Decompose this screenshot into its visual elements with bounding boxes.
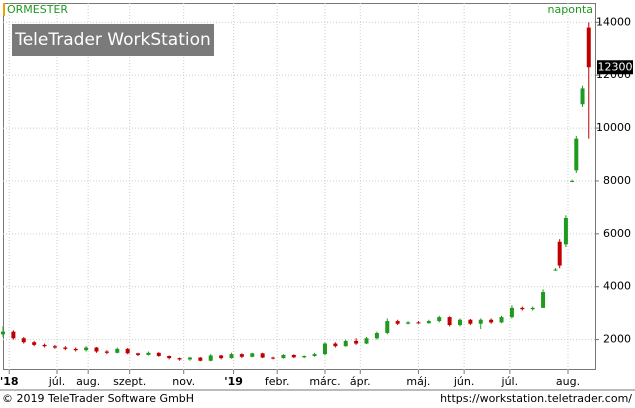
title-marker — [3, 3, 5, 16]
watermark: TeleTrader WorkStation — [14, 30, 211, 50]
candle-body — [416, 322, 421, 324]
x-tick-label: ápr. — [350, 375, 371, 388]
candle-body — [312, 354, 317, 356]
x-tick-label: '18 — [0, 375, 19, 388]
watermark-box — [12, 24, 214, 56]
candle-body — [63, 347, 68, 349]
x-tick-label: '19 — [224, 375, 243, 388]
candle-body — [580, 88, 585, 105]
candle-body — [478, 319, 483, 324]
candle-body — [250, 353, 255, 357]
candle-body — [281, 354, 286, 359]
candle-body — [457, 319, 462, 326]
x-tick-label: jún. — [453, 375, 475, 388]
y-tick-label: 14000 — [596, 15, 631, 28]
candle-body — [11, 331, 16, 339]
candle-body — [343, 340, 348, 347]
candle-body — [322, 343, 327, 355]
candle-body — [219, 355, 224, 359]
candle-body — [530, 307, 535, 310]
candle-body — [94, 347, 99, 352]
period: naponta — [548, 3, 593, 16]
candle-body — [32, 342, 37, 345]
candle-body — [115, 348, 120, 353]
candle-body — [291, 354, 296, 358]
candle-body — [302, 355, 307, 358]
chart-title: ORMESTER — [7, 3, 68, 16]
candle-body — [1, 331, 5, 335]
candle-body — [198, 357, 203, 361]
candle-body — [73, 348, 78, 351]
candle-body — [570, 180, 575, 182]
candle-body — [385, 321, 390, 333]
candle-body — [239, 354, 244, 357]
candle-body — [146, 352, 151, 355]
x-tick-label: márc. — [309, 375, 340, 388]
plot-area — [3, 3, 596, 370]
x-tick-label: aug. — [76, 375, 100, 388]
candle-body — [156, 352, 161, 356]
x-tick-label: júl. — [501, 375, 519, 388]
x-tick-label: máj. — [406, 375, 430, 388]
x-tick-label: febr. — [265, 375, 290, 388]
candle-body — [395, 321, 400, 324]
x-tick-label: szept. — [113, 375, 146, 388]
candle-body — [52, 346, 57, 348]
candle-body — [509, 307, 514, 318]
candle-body — [447, 317, 452, 326]
candle-body — [104, 351, 109, 353]
candle-body — [208, 355, 213, 361]
candle-body — [520, 307, 525, 310]
candle-body — [364, 338, 369, 344]
candle-body — [374, 332, 379, 339]
last-price-box — [597, 60, 633, 75]
candle-body — [586, 27, 591, 68]
candle-body — [468, 319, 473, 324]
candle-body — [541, 291, 546, 308]
candle-body — [167, 355, 172, 359]
candle-body — [437, 317, 442, 322]
candle-body — [260, 353, 265, 358]
candle-body — [553, 269, 558, 271]
x-tick-label: júl. — [48, 375, 66, 388]
y-tick-label: 8000 — [603, 174, 631, 187]
candle-body — [426, 321, 431, 324]
candle-body — [574, 138, 579, 171]
candle-body — [229, 354, 234, 359]
candle-body — [125, 348, 130, 354]
candle-body — [271, 357, 276, 359]
y-tick-label: 2000 — [603, 333, 631, 346]
y-tick-label: 6000 — [603, 227, 631, 240]
y-tick-label: 4000 — [603, 280, 631, 293]
last-price: 12300 — [598, 60, 633, 73]
candle-body — [84, 347, 89, 351]
candle-body — [354, 340, 359, 344]
candle-body — [187, 357, 192, 360]
candle-body — [499, 317, 504, 323]
x-tick-label: nov. — [172, 375, 195, 388]
candle-body — [557, 241, 562, 266]
candle-body — [136, 353, 141, 355]
candle-body — [489, 319, 494, 323]
y-tick-label: 10000 — [596, 121, 631, 134]
candle-body — [21, 338, 26, 343]
x-tick-label: aug. — [556, 375, 580, 388]
copyright: © 2019 TeleTrader Software GmbH — [2, 392, 194, 405]
candle-body — [177, 358, 182, 360]
candle-body — [333, 343, 338, 347]
candle-body — [42, 344, 47, 347]
url: https://workstation.teletrader.com/ — [440, 392, 632, 405]
candle-body — [563, 217, 568, 245]
candle-body — [406, 322, 411, 324]
